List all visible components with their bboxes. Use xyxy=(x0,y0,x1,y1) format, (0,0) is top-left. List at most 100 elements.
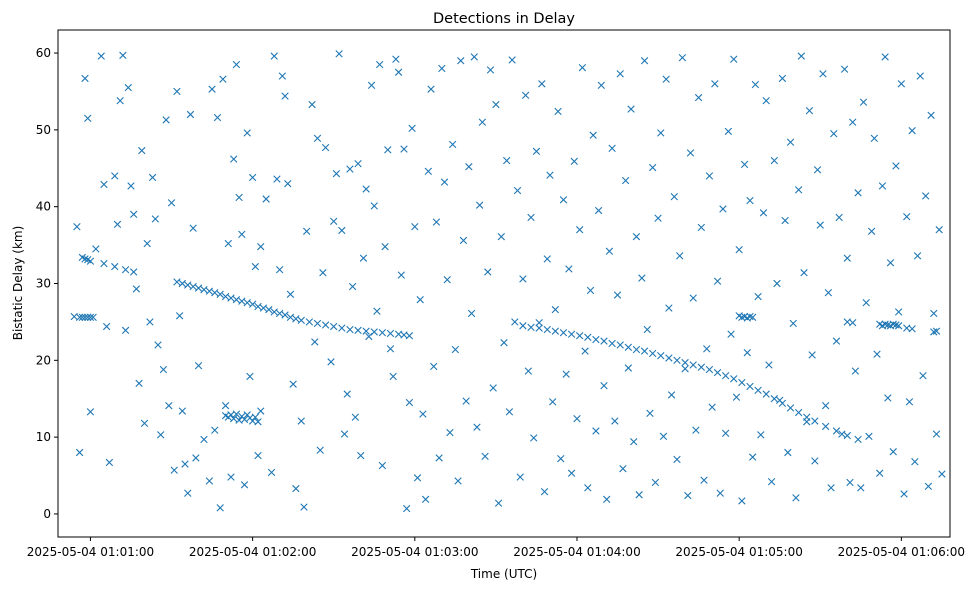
data-point xyxy=(930,328,938,336)
data-point xyxy=(308,100,316,109)
data-point xyxy=(892,162,900,170)
y-axis-label: Bistatic Delay (km) xyxy=(11,226,25,341)
data-point xyxy=(651,478,660,487)
data-point xyxy=(248,300,257,308)
data-point xyxy=(454,477,462,485)
data-point xyxy=(311,338,319,346)
data-point xyxy=(370,328,378,336)
data-point xyxy=(643,325,651,334)
data-point xyxy=(681,358,689,367)
data-point xyxy=(373,307,381,315)
data-point xyxy=(543,255,551,263)
y-tick-label: 10 xyxy=(36,430,51,444)
data-point xyxy=(597,81,605,89)
data-point xyxy=(592,427,600,435)
data-point xyxy=(767,478,776,486)
data-point xyxy=(251,262,260,271)
data-point xyxy=(227,473,235,481)
y-tick-label: 20 xyxy=(36,353,51,367)
data-point xyxy=(892,321,900,329)
data-point xyxy=(286,313,295,321)
data-point xyxy=(205,477,214,485)
data-point xyxy=(770,156,778,165)
data-point xyxy=(111,172,119,180)
data-point xyxy=(662,75,670,83)
data-point xyxy=(748,313,757,321)
data-point xyxy=(816,221,824,229)
data-point xyxy=(665,354,673,362)
data-point xyxy=(386,345,395,353)
data-point xyxy=(543,325,551,334)
data-point xyxy=(703,345,711,353)
data-point xyxy=(405,398,414,407)
data-point xyxy=(86,408,95,416)
data-point xyxy=(205,287,214,295)
data-point xyxy=(830,130,838,138)
data-point xyxy=(849,118,857,126)
data-point xyxy=(608,339,616,348)
data-point xyxy=(697,363,706,371)
data-point xyxy=(694,93,703,102)
data-point xyxy=(221,401,230,410)
data-point xyxy=(632,232,641,241)
data-point xyxy=(84,114,92,123)
data-point xyxy=(443,275,451,284)
x-tick-label: 2025-05-04 01:04:00 xyxy=(513,545,640,559)
data-point xyxy=(757,431,765,439)
data-point xyxy=(794,408,803,417)
data-point xyxy=(584,333,592,341)
data-point xyxy=(305,318,314,326)
data-point xyxy=(938,470,946,478)
data-point xyxy=(648,349,657,358)
data-point xyxy=(857,484,865,492)
data-point xyxy=(148,173,157,182)
data-point xyxy=(670,193,678,201)
data-point xyxy=(605,247,614,255)
y-tick-label: 50 xyxy=(36,123,51,137)
data-point xyxy=(146,318,154,326)
data-point xyxy=(470,53,478,61)
data-point xyxy=(721,429,730,437)
x-tick-label: 2025-05-04 01:06:00 xyxy=(838,545,965,559)
data-point xyxy=(713,277,722,285)
data-point xyxy=(446,428,454,437)
data-point xyxy=(270,52,278,60)
data-point xyxy=(730,375,738,383)
data-point xyxy=(397,271,405,279)
data-point xyxy=(624,364,633,372)
data-point xyxy=(275,265,284,274)
data-point xyxy=(378,328,387,337)
data-point xyxy=(781,216,789,225)
data-point xyxy=(578,63,587,72)
data-point xyxy=(281,92,289,100)
data-point xyxy=(624,343,633,351)
data-point xyxy=(735,246,743,254)
data-point xyxy=(838,430,846,438)
data-point xyxy=(257,242,265,251)
data-point xyxy=(621,176,630,185)
data-point xyxy=(475,201,484,209)
data-point xyxy=(351,413,360,421)
data-point xyxy=(459,236,468,245)
data-point xyxy=(638,274,646,282)
data-point xyxy=(278,72,287,80)
data-point xyxy=(232,60,241,69)
data-point xyxy=(635,491,643,499)
plot-frame xyxy=(57,29,951,538)
data-point xyxy=(878,182,887,190)
data-point xyxy=(867,227,876,235)
chart-title: Detections in Delay xyxy=(433,11,575,27)
data-point xyxy=(594,206,603,215)
data-point xyxy=(173,87,181,96)
data-point xyxy=(378,461,387,470)
data-point xyxy=(751,80,760,89)
data-point xyxy=(773,279,781,288)
data-point xyxy=(705,172,714,180)
data-point xyxy=(600,381,608,390)
data-point xyxy=(776,396,784,404)
data-point xyxy=(516,473,524,481)
data-point xyxy=(676,252,684,260)
data-point xyxy=(667,391,676,399)
data-point xyxy=(129,210,138,219)
